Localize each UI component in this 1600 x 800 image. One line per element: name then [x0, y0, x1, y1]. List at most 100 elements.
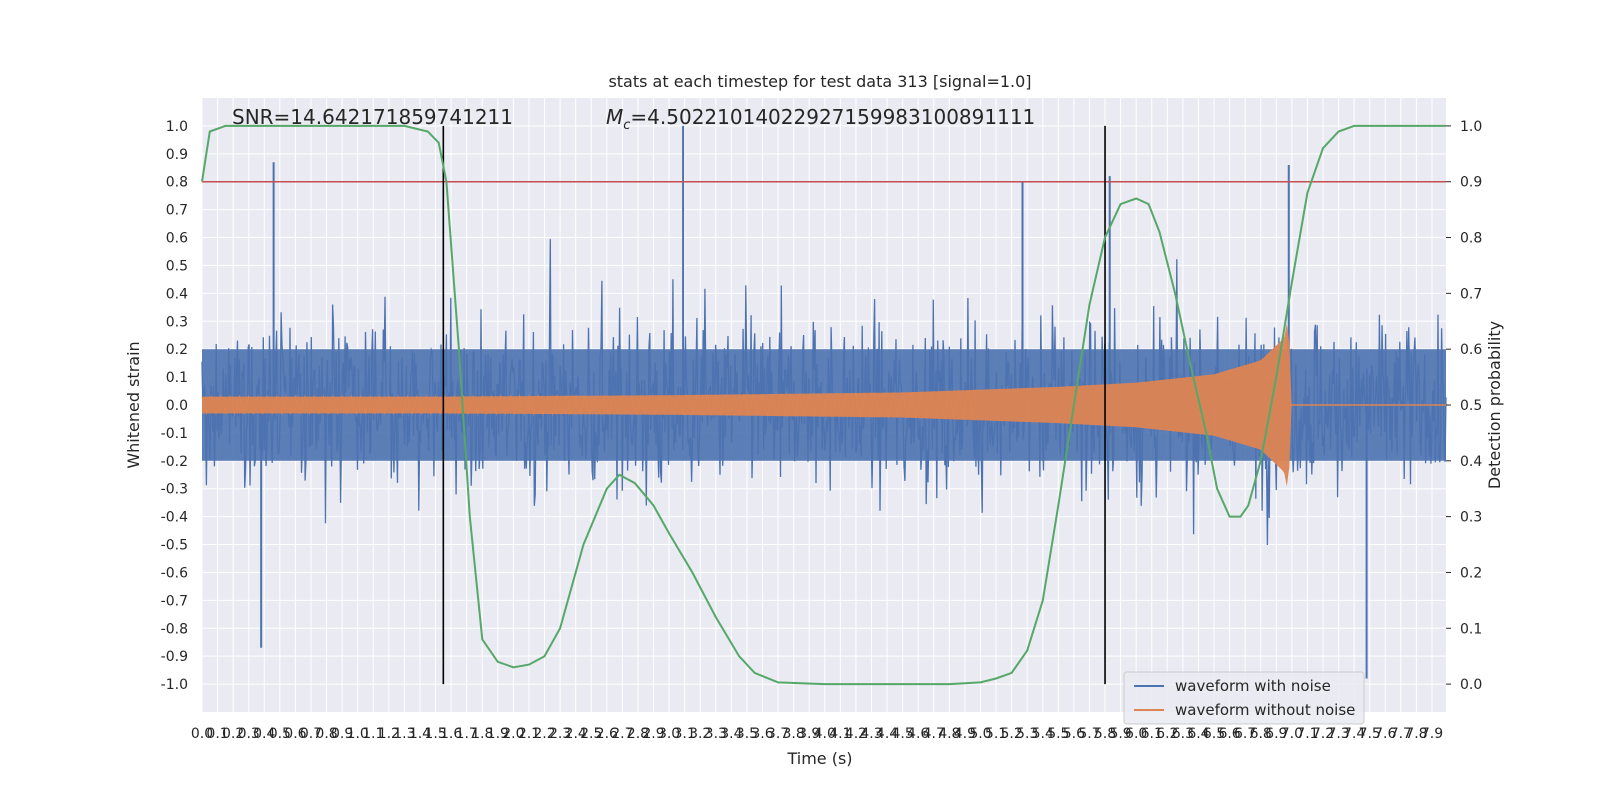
- x-tick-label: 1.0: [347, 726, 369, 742]
- x-tick-label: 5.0: [969, 726, 991, 742]
- y2-tick-label: 1.0: [1460, 119, 1482, 135]
- x-tick-label: 5.8: [1094, 726, 1116, 742]
- x-tick-label: 7.7: [1390, 726, 1412, 742]
- y-tick-label: 0.6: [166, 231, 188, 247]
- x-tick-label: 5.5: [1047, 726, 1069, 742]
- mc-annotation: Mc=4.50221014022927159983100891111: [606, 105, 1035, 133]
- x-tick-label: 0.6: [284, 726, 306, 742]
- x-tick-label: 3.0: [658, 726, 680, 742]
- x-tick-label: 2.6: [596, 726, 618, 742]
- x-tick-label: 5.9: [1109, 726, 1131, 742]
- y-tick-label: -0.4: [161, 510, 188, 526]
- x-tick-label: 0.2: [222, 726, 244, 742]
- y-tick-label: -0.7: [161, 593, 188, 609]
- y-tick-label: 0.2: [166, 342, 188, 358]
- y-tick-label: -0.5: [161, 538, 188, 554]
- y2-tick-label: 0.7: [1460, 286, 1482, 302]
- x-tick-label: 1.9: [487, 726, 509, 742]
- x-tick-label: 1.3: [393, 726, 415, 742]
- x-tick-label: 0.3: [238, 726, 260, 742]
- x-tick-label: 1.5: [424, 726, 446, 742]
- y2-tick-label: 0.9: [1460, 175, 1482, 191]
- y2-tick-label: 0.5: [1460, 398, 1482, 414]
- y-tick-label: -0.6: [161, 565, 188, 581]
- x-tick-label: 1.8: [471, 726, 493, 742]
- x-tick-label: 2.8: [627, 726, 649, 742]
- x-tick-label: 5.1: [985, 726, 1007, 742]
- x-axis-label: Time (s): [786, 749, 852, 768]
- x-tick-label: 6.5: [1203, 726, 1225, 742]
- x-tick-label: 3.1: [674, 726, 696, 742]
- x-tick-label: 0.9: [331, 726, 353, 742]
- x-tick-label: 4.2: [845, 726, 867, 742]
- x-tick-label: 1.6: [440, 726, 462, 742]
- x-tick-label: 6.8: [1250, 726, 1272, 742]
- x-tick-label: 3.3: [705, 726, 727, 742]
- y2-tick-label: 0.1: [1460, 621, 1482, 637]
- x-tick-label: 7.4: [1343, 726, 1365, 742]
- legend: waveform with noise waveform without noi…: [1123, 671, 1365, 725]
- vertical-markers: [442, 125, 1106, 685]
- y-tick-label: -0.2: [161, 454, 188, 470]
- y-tick-label: -1.0: [161, 677, 188, 693]
- x-tick-label: 5.2: [1000, 726, 1022, 742]
- chart-title: stats at each timestep for test data 313…: [608, 72, 1031, 91]
- x-tick-label: 7.9: [1421, 726, 1443, 742]
- x-tick-label: 0.8: [315, 726, 337, 742]
- y-tick-label: 0.4: [166, 286, 188, 302]
- x-tick-label: 7.0: [1281, 726, 1303, 742]
- x-tick-label: 4.7: [923, 726, 945, 742]
- x-tick-label: 6.1: [1141, 726, 1163, 742]
- x-tick-label: 4.5: [891, 726, 913, 742]
- x-tick-label: 6.6: [1218, 726, 1240, 742]
- y-tick-label: 0.1: [166, 370, 188, 386]
- y-tick-label: 0.3: [166, 314, 188, 330]
- legend-label-noise: waveform with noise: [1175, 677, 1331, 695]
- mc-symbol: M: [606, 105, 623, 129]
- y-tick-label: 1.0: [166, 119, 188, 135]
- y-tick-label: 0.8: [166, 175, 188, 191]
- x-tick-label: 4.1: [829, 726, 851, 742]
- x-tick-label: 6.9: [1265, 726, 1287, 742]
- x-tick-label: 2.1: [518, 726, 540, 742]
- x-tick-label: 5.7: [1078, 726, 1100, 742]
- y-tick-label: 0.5: [166, 258, 188, 274]
- x-tick-label: 7.3: [1327, 726, 1349, 742]
- x-tick-label: 4.4: [876, 726, 898, 742]
- x-tick-label: 7.2: [1312, 726, 1334, 742]
- x-tick-label: 4.8: [938, 726, 960, 742]
- y2-tick-label: 0.8: [1460, 231, 1482, 247]
- y2-tick-label: 0.3: [1460, 510, 1482, 526]
- x-tick-label: 3.5: [736, 726, 758, 742]
- x-tick-label: 1.7: [456, 726, 478, 742]
- x-tick-label: 4.3: [860, 726, 882, 742]
- x-tick-label: 6.2: [1156, 726, 1178, 742]
- x-tick-label: 7.1: [1296, 726, 1318, 742]
- x-tick-label: 0.5: [269, 726, 291, 742]
- x-tick-label: 2.7: [611, 726, 633, 742]
- y-tick-label: -0.3: [161, 482, 188, 498]
- x-tick-label: 3.6: [751, 726, 773, 742]
- legend-box: [1123, 671, 1365, 725]
- legend-label-clean: waveform without noise: [1175, 701, 1355, 719]
- x-tick-label: 6.7: [1234, 726, 1256, 742]
- axis-ticks: 0.00.10.20.30.40.50.60.70.80.91.01.11.21…: [161, 119, 1483, 742]
- x-tick-label: 4.6: [907, 726, 929, 742]
- x-tick-label: 3.2: [689, 726, 711, 742]
- x-tick-label: 0.4: [253, 726, 275, 742]
- x-tick-label: 2.4: [565, 726, 587, 742]
- x-tick-label: 2.9: [642, 726, 664, 742]
- x-tick-label: 2.2: [533, 726, 555, 742]
- x-tick-label: 2.5: [580, 726, 602, 742]
- chirp-trace: [201, 389, 978, 421]
- x-tick-label: 4.0: [814, 726, 836, 742]
- x-tick-label: 2.3: [549, 726, 571, 742]
- y2-tick-label: 0.6: [1460, 342, 1482, 358]
- x-tick-label: 0.7: [300, 726, 322, 742]
- series-detection-probability: [201, 124, 1446, 686]
- x-tick-label: 1.2: [378, 726, 400, 742]
- y-tick-label: 0.9: [166, 147, 188, 163]
- y-tick-label: 0.0: [166, 398, 188, 414]
- x-tick-label: 7.5: [1359, 726, 1381, 742]
